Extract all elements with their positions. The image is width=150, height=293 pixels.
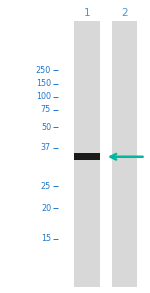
- Text: 15: 15: [41, 234, 51, 243]
- Text: 150: 150: [36, 79, 51, 88]
- Bar: [74, 153, 100, 161]
- Bar: [112, 21, 137, 287]
- Text: 75: 75: [41, 105, 51, 114]
- Text: 1: 1: [84, 8, 90, 18]
- Bar: [74, 21, 100, 287]
- Text: 2: 2: [121, 8, 128, 18]
- Text: 37: 37: [41, 144, 51, 152]
- Text: 250: 250: [36, 66, 51, 75]
- Text: 20: 20: [41, 204, 51, 212]
- Text: 100: 100: [36, 92, 51, 101]
- Text: 25: 25: [41, 182, 51, 190]
- Text: 50: 50: [41, 123, 51, 132]
